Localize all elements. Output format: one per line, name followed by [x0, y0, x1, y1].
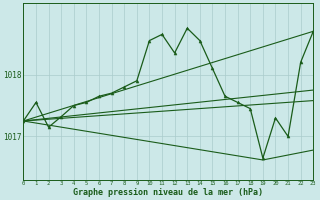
- X-axis label: Graphe pression niveau de la mer (hPa): Graphe pression niveau de la mer (hPa): [73, 188, 263, 197]
